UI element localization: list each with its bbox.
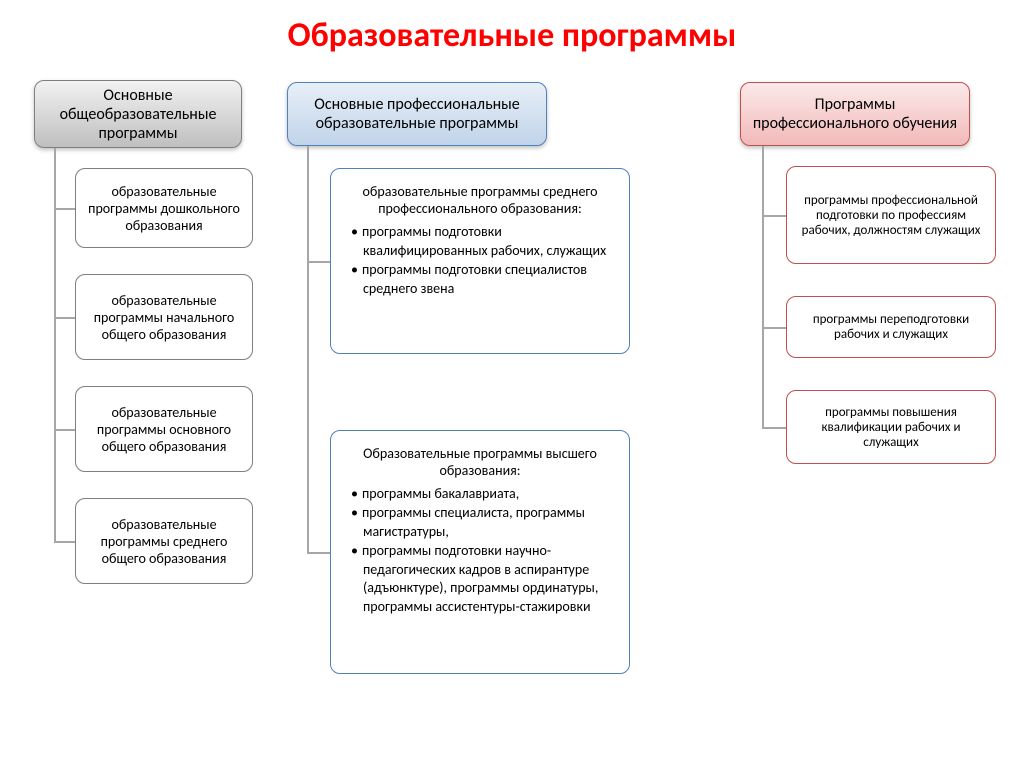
item-higher-education: Образовательные программы высшего образо…	[330, 430, 630, 674]
header-professional-education: Основные профессиональные образовательны…	[287, 82, 547, 146]
header-professional-training-text: Программы профессионального обучения	[751, 95, 959, 133]
header-professional-education-text: Основные профессиональные образовательны…	[298, 95, 536, 133]
header-general-education-text: Основные общеобразовательные программы	[45, 86, 231, 143]
item-retraining: программы переподготовки рабочих и служа…	[786, 296, 996, 358]
header-general-education: Основные общеобразовательные программы	[34, 80, 242, 148]
item-basic-general: образовательные программы основного обще…	[75, 386, 253, 472]
header-professional-training: Программы профессионального обучения	[740, 82, 970, 146]
item-secondary-professional: образовательные программы среднего профе…	[330, 168, 630, 354]
item-preschool: образовательные программы дошкольного об…	[75, 168, 253, 248]
item-training-preparation: программы профессиональной подготовки по…	[786, 166, 996, 264]
item-qualification-upgrade: программы повышения квалификации рабочих…	[786, 390, 996, 464]
page-title-text: Образовательные программы	[288, 15, 737, 56]
page-title: Образовательные программы	[0, 15, 1024, 56]
item-primary-general: образовательные программы начального общ…	[75, 274, 253, 360]
item-secondary-general: образовательные программы среднего общег…	[75, 498, 253, 584]
